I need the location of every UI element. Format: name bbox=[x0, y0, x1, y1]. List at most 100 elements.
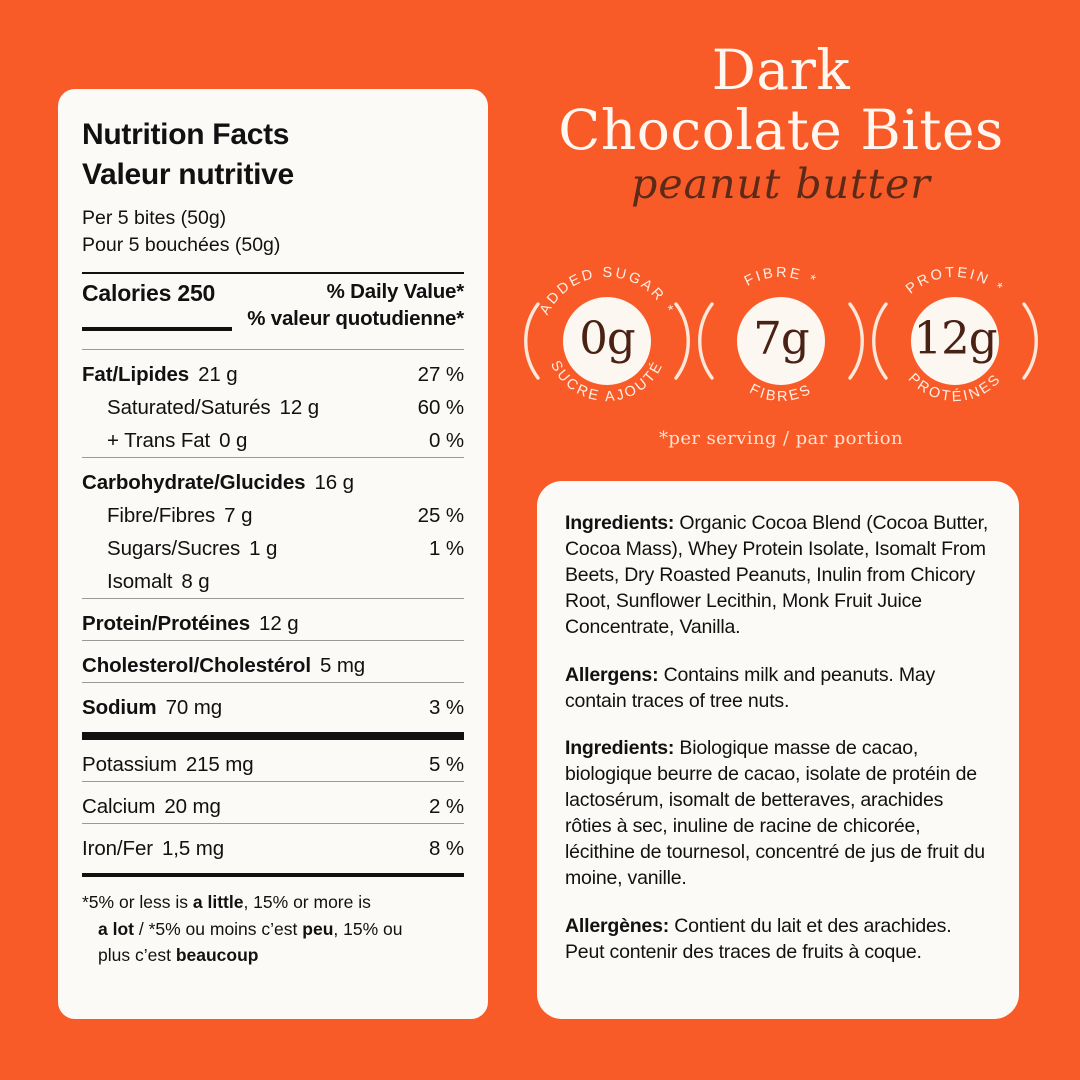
nutrient-label-group: Fat/Lipides 21 g bbox=[82, 363, 238, 387]
nutrient-label-group: Saturated/Saturés 12 g bbox=[107, 396, 319, 420]
allergens-fr: Allergènes: Contient du lait et des arac… bbox=[565, 914, 991, 966]
allergens-en-body: Contains milk and peanuts. May contain t… bbox=[565, 663, 936, 712]
nutrient-row: Calcium 20 mg 2 % bbox=[82, 790, 464, 823]
nutrient-amount: 16 g bbox=[314, 470, 354, 494]
ingredients-fr-heading: Ingredients: bbox=[565, 737, 675, 760]
nutrient-label-group: Fibre/Fibres 7 g bbox=[107, 504, 252, 528]
nutrient-label-group: Cholesterol/Cholestérol 5 mg bbox=[82, 654, 365, 678]
ingredients-en: Ingredients: Organic Cocoa Blend (Cocoa … bbox=[565, 511, 991, 641]
nutrient-row: Carbohydrate/Glucides 16 g bbox=[82, 466, 464, 499]
nutrient-daily-value: 27 % bbox=[417, 362, 464, 386]
badge-top-label: FIBRE * bbox=[742, 265, 820, 290]
spacer bbox=[82, 458, 464, 466]
nutrient-name: Potassium bbox=[82, 752, 177, 776]
nutrient-divider bbox=[82, 732, 464, 737]
nutrition-title-fr: Valeur nutritive bbox=[82, 157, 294, 191]
badge-left-bracket-icon bbox=[524, 302, 540, 380]
ingredients-en-body: Organic Cocoa Blend (Cocoa Butter, Cocoa… bbox=[565, 512, 989, 638]
nutrient-row: Fibre/Fibres 7 g 25 % bbox=[82, 499, 464, 532]
nutrient-daily-value: 5 % bbox=[428, 752, 464, 776]
nutrition-badge: ADDED SUGAR * SUCRE AJOUTÉ 0g bbox=[524, 252, 690, 424]
spacer bbox=[82, 724, 464, 732]
badge-circle bbox=[563, 297, 651, 385]
badge-right-bracket-icon bbox=[848, 302, 864, 380]
nutrient-label-group: Sodium 70 mg bbox=[82, 696, 222, 720]
nutrient-row: Saturated/Saturés 12 g 60 % bbox=[82, 391, 464, 424]
nutrition-badge: FIBRE * FIBRES 7g bbox=[698, 252, 864, 424]
nutrient-daily-value: 60 % bbox=[417, 395, 464, 419]
nutrient-daily-value: 0 % bbox=[428, 428, 464, 452]
nutrient-label-group: + Trans Fat 0 g bbox=[107, 429, 247, 453]
nutrition-footnote: *5% or less is a little, 15% or more is … bbox=[82, 877, 464, 969]
nutrient-divider bbox=[82, 640, 464, 642]
badge-bottom-label: FIBRES bbox=[747, 381, 815, 405]
nutrient-name: Sodium bbox=[82, 695, 157, 719]
footnote-text-3: / *5% ou moins c’est bbox=[133, 918, 303, 939]
spacer bbox=[82, 865, 464, 873]
ingredients-fr-body: Biologique masse de cacao, biologique be… bbox=[565, 737, 985, 890]
badge-graphic: FIBRE * FIBRES bbox=[698, 265, 864, 405]
nutrient-name: Iron/Fer bbox=[82, 836, 153, 860]
nutrition-badge-row: ADDED SUGAR * SUCRE AJOUTÉ 0g FIBRE * FIBRES… bbox=[520, 252, 1042, 424]
nutrient-amount: 1 g bbox=[249, 536, 278, 560]
calories-value: Calories 250 bbox=[82, 280, 216, 307]
calories-underline bbox=[82, 327, 232, 332]
calories-row: Calories 250 % Daily Value* bbox=[82, 274, 464, 307]
footnote-bold-peu: peu bbox=[302, 918, 334, 939]
footnote-text-2: , 15% or more is bbox=[243, 892, 371, 913]
nutrient-daily-value: 8 % bbox=[428, 836, 464, 860]
product-title-line-2: Chocolate Bites bbox=[558, 97, 1004, 162]
nutrient-row: Fat/Lipides 21 g 27 % bbox=[82, 358, 464, 391]
daily-value-header-fr: % valeur quotudienne* bbox=[247, 307, 464, 331]
badge-top-label: PROTEIN * bbox=[903, 265, 1007, 298]
nutrient-name: Fibre/Fibres bbox=[107, 503, 216, 527]
spacer bbox=[82, 683, 464, 691]
nutrient-name: Saturated/Saturés bbox=[107, 395, 271, 419]
ingredients-en-heading: Ingredients: bbox=[565, 512, 675, 534]
badge-value: 0g bbox=[579, 311, 635, 365]
footnote-text-4: , 15% ou bbox=[333, 918, 403, 939]
nutrient-row: Sodium 70 mg 3 % bbox=[82, 691, 464, 724]
badge-right-bracket-icon bbox=[674, 302, 690, 380]
nutrient-row: Sugars/Sucres 1 g 1 % bbox=[82, 532, 464, 565]
per-serving-note: *per serving / par portion bbox=[659, 428, 903, 449]
spacer bbox=[82, 641, 464, 649]
nutrient-name: Calcium bbox=[82, 794, 156, 818]
nutrient-label-group: Potassium 215 mg bbox=[82, 753, 254, 777]
nutrient-amount: 21 g bbox=[198, 362, 238, 386]
badge-graphic: ADDED SUGAR *SUCRE AJOUTÉ bbox=[524, 265, 690, 405]
nutrient-row: Iron/Fer 1,5 mg 8 % bbox=[82, 832, 464, 865]
spacer bbox=[82, 824, 464, 832]
product-flavour: peanut butter bbox=[631, 159, 931, 208]
nutrient-label-group: Iron/Fer 1,5 mg bbox=[82, 837, 224, 861]
allergens-fr-body: Contient du lait et des arachides. Peut … bbox=[565, 914, 952, 963]
nutrient-daily-value: 2 % bbox=[428, 794, 464, 818]
nutrition-title-en: Nutrition Facts bbox=[82, 118, 290, 151]
nutrient-name: Fat/Lipides bbox=[82, 362, 190, 386]
nutrient-row: Cholesterol/Cholestérol 5 mg bbox=[82, 649, 464, 682]
nutrition-facts-panel: Nutrition Facts Valeur nutritive Per 5 b… bbox=[58, 89, 488, 1019]
nutrient-row-list: Fat/Lipides 21 g 27 % Saturated/Saturés 12 g… bbox=[82, 349, 464, 878]
nutrient-amount: 8 g bbox=[181, 569, 210, 593]
serving-size-fr: Pour 5 bouchées (50g) bbox=[82, 234, 281, 257]
allergens-en: Allergens: Contains milk and peanuts. Ma… bbox=[565, 663, 991, 715]
nutrient-daily-value: 1 % bbox=[428, 536, 464, 560]
nutrient-name: Sugars/Sucres bbox=[107, 536, 241, 560]
ingredients-panel: Ingredients: Organic Cocoa Blend (Cocoa … bbox=[537, 481, 1019, 1019]
nutrient-amount: 0 g bbox=[219, 428, 248, 452]
nutrition-badge: PROTEIN * PROTÉINES 12g bbox=[872, 252, 1038, 424]
nutrient-amount: 20 mg bbox=[164, 794, 221, 818]
daily-value-header-en: % Daily Value* bbox=[326, 280, 465, 304]
badge-right-bracket-icon bbox=[1022, 302, 1038, 380]
nutrient-row: + Trans Fat 0 g 0 % bbox=[82, 424, 464, 457]
nutrient-daily-value: 3 % bbox=[428, 695, 464, 719]
nutrient-name: Cholesterol/Cholestérol bbox=[82, 653, 311, 677]
badge-circle bbox=[737, 297, 825, 385]
nutrient-amount: 12 g bbox=[259, 611, 299, 635]
nutrient-amount: 1,5 mg bbox=[161, 836, 225, 860]
product-title-line-1: Dark bbox=[711, 38, 851, 102]
ingredients-fr: Ingredients: Biologique masse de cacao, … bbox=[565, 736, 991, 892]
nutrient-divider bbox=[82, 598, 464, 600]
nutrient-amount: 7 g bbox=[224, 503, 253, 527]
nutrient-row: Potassium 215 mg 5 % bbox=[82, 748, 464, 781]
